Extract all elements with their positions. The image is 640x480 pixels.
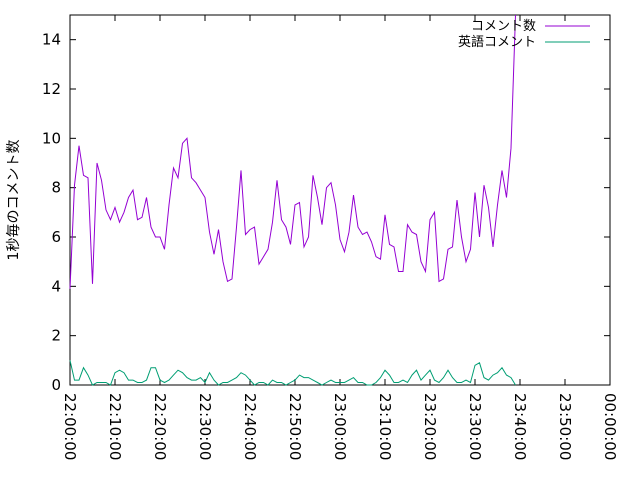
x-tick-label: 22:20:00 [151, 393, 169, 460]
y-axis-label: 1秒毎のコメント数 [6, 140, 22, 261]
x-tick-label: 23:30:00 [466, 393, 484, 460]
legend-label-english-comments: 英語コメント [458, 34, 536, 50]
legend-label-comment-count: コメント数 [471, 19, 536, 34]
y-axis: 0 2 4 6 8 10 12 14 [42, 31, 610, 394]
series-lines [69, 14, 516, 386]
x-tick-label: 23:20:00 [421, 393, 439, 460]
series-line-0 [69, 14, 516, 289]
x-tick-label: 22:10:00 [106, 393, 124, 460]
plot-frame [69, 14, 611, 386]
x-tick-label: 23:10:00 [376, 393, 394, 460]
x-tick-label: 23:00:00 [331, 393, 349, 460]
x-tick-label: 22:40:00 [241, 393, 259, 460]
y-tick-label: 2 [51, 327, 61, 345]
x-tick-label: 22:00:00 [61, 393, 79, 460]
legend: コメント数 英語コメント [458, 19, 590, 50]
x-tick-label: 00:00:00 [601, 393, 619, 460]
x-tick-label: 22:50:00 [286, 393, 304, 460]
y-tick-label: 12 [42, 80, 61, 98]
x-tick-label: 23:40:00 [511, 393, 529, 460]
y-tick-label: 8 [51, 179, 61, 197]
y-tick-label: 14 [42, 31, 61, 49]
series-line-1 [69, 360, 516, 386]
x-tick-label: 22:30:00 [196, 393, 214, 460]
x-tick-label: 23:50:00 [556, 393, 574, 460]
x-axis: 22:00:00 22:10:00 22:20:00 22:30:00 22:40:00… [61, 15, 619, 460]
y-tick-label: 4 [51, 277, 61, 295]
y-tick-label: 0 [51, 376, 61, 394]
y-tick-label: 6 [51, 228, 61, 246]
y-tick-label: 10 [42, 129, 61, 147]
